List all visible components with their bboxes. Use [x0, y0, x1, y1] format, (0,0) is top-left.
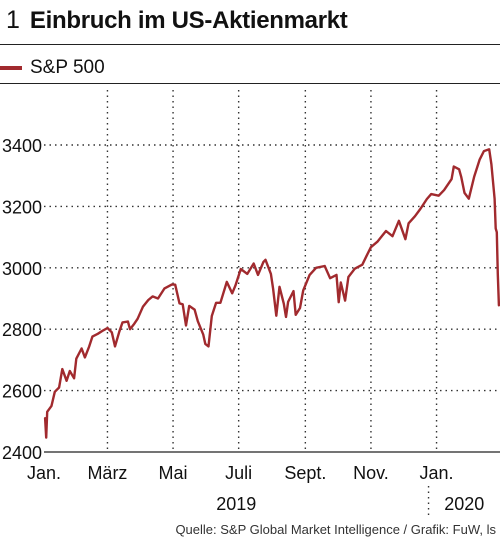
chart-header: 1 Einbruch im US-Aktienmarkt [6, 6, 348, 40]
source-note: Quelle: S&P Global Market Intelligence /… [175, 522, 496, 537]
y-tick-label-2600: 2600 [2, 382, 42, 402]
year-label-2020: 2020 [444, 494, 484, 514]
series-line-sp500 [43, 148, 500, 439]
line-chart: 2400 2600 2800 3000 3200 3400 Jan. März Mai Juli S… [2, 90, 500, 516]
y-tick-label-3200: 3200 [2, 197, 42, 217]
legend-label-sp500: S&P 500 [30, 57, 105, 78]
y-tick-label-3000: 3000 [2, 259, 42, 279]
legend-rule [0, 83, 500, 84]
y-tick-label-2800: 2800 [2, 320, 42, 340]
y-tick-label-3400: 3400 [2, 136, 42, 156]
x-tick-label-1: März [87, 463, 127, 483]
legend: S&P 500 [0, 55, 105, 81]
x-tick-label-5: Nov. [353, 463, 389, 483]
chart-number: 1 [6, 6, 20, 34]
x-tick-label-6: Jan. [420, 463, 454, 483]
header-rule [0, 44, 500, 45]
y-tick-label-2400: 2400 [2, 443, 42, 463]
x-tick-label-4: Sept. [284, 463, 326, 483]
year-label-2019: 2019 [216, 494, 256, 514]
x-tick-label-2: Mai [159, 463, 188, 483]
legend-swatch [0, 66, 22, 70]
x-tick-label-0: Jan. [27, 463, 61, 483]
x-tick-label-3: Juli [225, 463, 252, 483]
chart-title: Einbruch im US-Aktienmarkt [29, 7, 348, 34]
